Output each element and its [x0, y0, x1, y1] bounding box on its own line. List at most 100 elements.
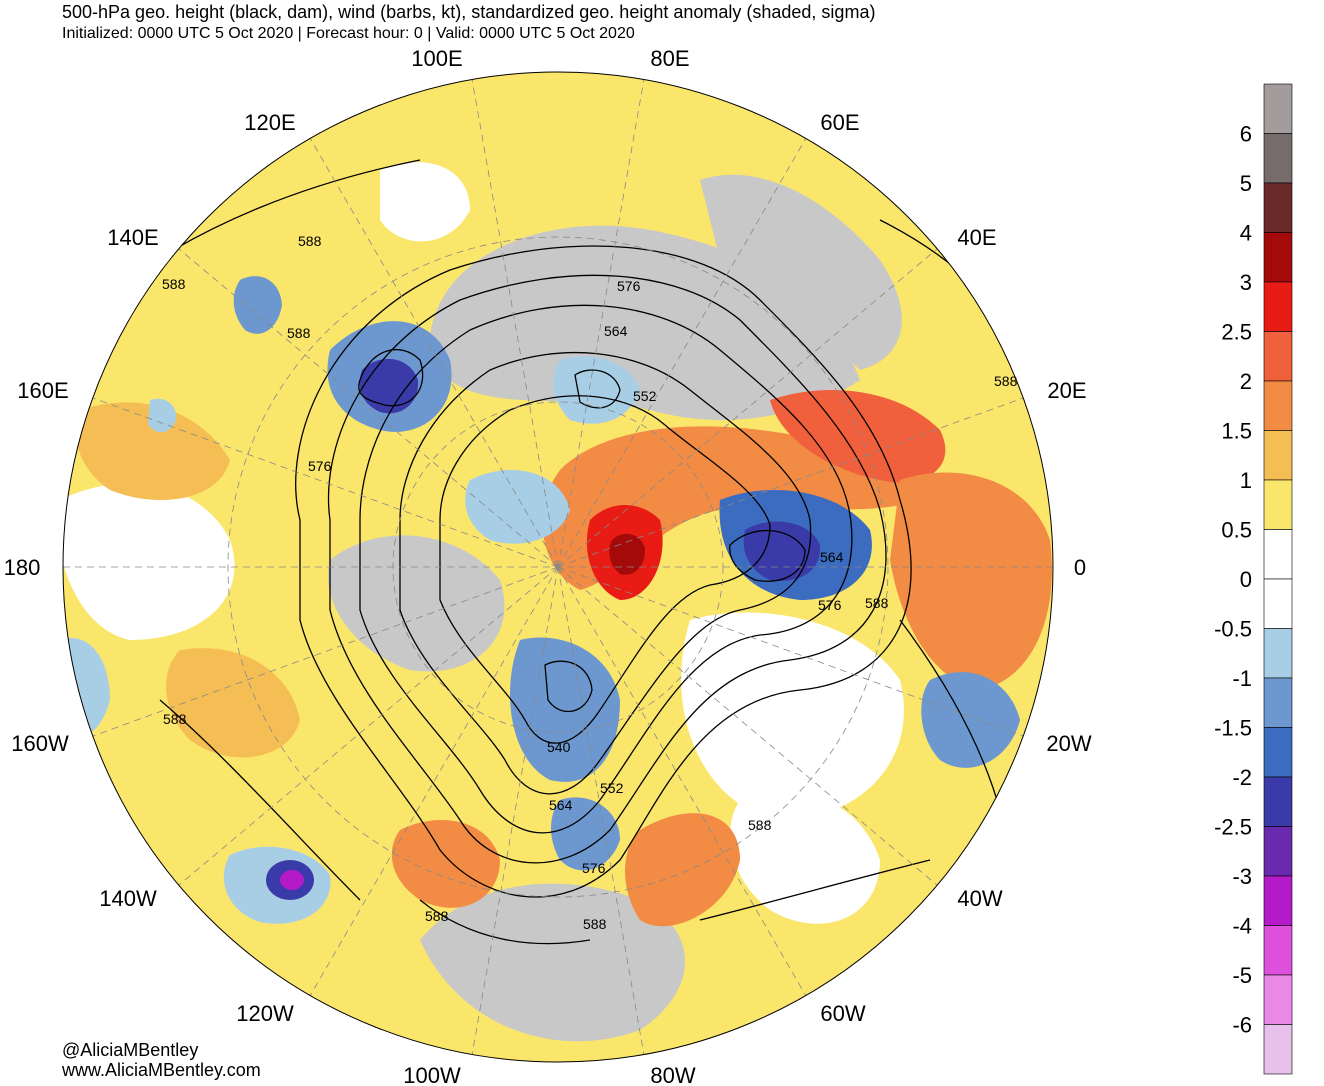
colorbar-swatch — [1263, 281, 1293, 332]
grey-region-central-america — [420, 883, 685, 1042]
contour-label: 576 — [582, 860, 606, 876]
contour-label: 564 — [604, 323, 628, 339]
map-border — [62, 71, 1054, 1063]
contour-label: 576 — [617, 278, 641, 294]
colorbar-label: 3 — [1240, 270, 1252, 295]
neutral-patch-west — [63, 483, 235, 640]
colorbar-swatch — [1263, 331, 1293, 382]
lon-label-20e: 20E — [1047, 378, 1086, 403]
lon-label-180: 180 — [4, 555, 41, 580]
contour-label: 576 — [308, 458, 332, 474]
colorbar-label: 1.5 — [1221, 419, 1252, 444]
height-contours — [99, 159, 1041, 945]
colorbar-swatch — [1263, 232, 1293, 283]
colorbar-label: 6 — [1240, 122, 1252, 147]
lon-label-120w: 120W — [236, 1001, 294, 1026]
credit-website: www.AliciaMBentley.com — [62, 1060, 261, 1080]
anomaly-high-east — [890, 472, 1052, 690]
colorbar-label: -1 — [1232, 666, 1252, 691]
lon-label-20w: 20W — [1046, 731, 1091, 756]
contour-label: 564 — [820, 549, 844, 565]
neutral-patch-north — [380, 162, 470, 242]
contour-label: 588 — [163, 711, 187, 727]
colorbar-swatches — [1263, 83, 1293, 1075]
lon-label-40w: 40W — [957, 886, 1002, 911]
colorbar-swatch — [1263, 826, 1293, 877]
chart-subtitle: Initialized: 0000 UTC 5 Oct 2020 | Forec… — [62, 25, 635, 42]
anomaly-low-east-asia-core — [359, 358, 419, 414]
contour-label: 540 — [547, 739, 571, 755]
colorbar-label: 4 — [1240, 221, 1252, 246]
anomaly-high-atlantic — [625, 813, 740, 927]
anomaly-low-north-pacific — [233, 276, 282, 334]
contour-label: 576 — [818, 597, 842, 613]
anomaly-low-pacific-cyclone-core — [280, 870, 304, 890]
lon-label-160w: 160W — [11, 731, 69, 756]
anomaly-low-atlantic-east — [921, 672, 1020, 768]
anomaly-low-great-lakes — [510, 637, 620, 782]
anomaly-low-small-west — [148, 398, 177, 433]
colorbar-swatch — [1263, 83, 1293, 134]
contour-label: 588 — [748, 817, 772, 833]
lon-label-120e: 120E — [244, 110, 295, 135]
contour-label: 588 — [425, 908, 449, 924]
colorbar-swatch — [1263, 677, 1293, 728]
lon-label-80w: 80W — [650, 1063, 695, 1086]
colorbar-label: 2.5 — [1221, 320, 1252, 345]
neutral-patch-atlantic — [681, 612, 904, 820]
lon-label-60w: 60W — [820, 1001, 865, 1026]
contour-label: 588 — [162, 276, 186, 292]
credit-handle: @AliciaMBentley — [62, 1040, 199, 1060]
colorbar-label: -2 — [1232, 765, 1252, 790]
lon-label-80e: 80E — [650, 46, 689, 71]
anomaly-low-hudson-bay — [465, 470, 570, 544]
colorbar-label: 2 — [1240, 369, 1252, 394]
colorbar-label: -2.5 — [1214, 815, 1252, 840]
colorbar-swatch — [1263, 974, 1293, 1025]
contour-label: 588 — [583, 916, 607, 932]
colorbar-label: -0.5 — [1214, 617, 1252, 642]
anomaly-high-pacific-south — [166, 648, 300, 758]
colorbar-label: -1.5 — [1214, 716, 1252, 741]
colorbar-label: -5 — [1232, 963, 1252, 988]
colorbar-swatch — [1263, 776, 1293, 827]
neutral-patch-midatlantic — [730, 792, 880, 924]
colorbar-swatch — [1263, 529, 1293, 580]
contour-label: 588 — [865, 595, 889, 611]
lon-label-40e: 40E — [957, 225, 996, 250]
colorbar: 6 5 4 3 2.5 2 1.5 1 0.5 0 -0.5 -1 -1.5 -2 -2.5 -3 -4 -5 -6 — [1214, 83, 1293, 1075]
lon-label-140e: 140E — [107, 225, 158, 250]
anomaly-high-europe — [770, 390, 946, 483]
grey-region-siberia — [700, 174, 902, 370]
chart-title: 500-hPa geo. height (black, dam), wind (… — [62, 2, 876, 22]
colorbar-label: 0.5 — [1221, 518, 1252, 543]
contour-label: 588 — [287, 325, 311, 341]
colorbar-label: -3 — [1232, 864, 1252, 889]
map-disc — [63, 72, 1053, 1062]
colorbar-swatch — [1263, 430, 1293, 481]
colorbar-swatch — [1263, 1024, 1293, 1075]
contour-label: 552 — [633, 388, 657, 404]
graticule — [63, 78, 1053, 1056]
colorbar-swatch — [1263, 133, 1293, 184]
anomaly-high-greenland-core — [609, 533, 646, 575]
colorbar-swatch — [1263, 578, 1293, 629]
lon-label-100w: 100W — [403, 1063, 461, 1086]
lon-label-60e: 60E — [820, 110, 859, 135]
lon-label-140w: 140W — [99, 886, 157, 911]
colorbar-label: 1 — [1240, 468, 1252, 493]
contour-label: 588 — [994, 373, 1018, 389]
colorbar-label: -4 — [1232, 914, 1252, 939]
longitude-labels: 100E 80E 120E 60E 140E 40E 160E 20E 180 … — [4, 46, 1092, 1086]
colorbar-swatch — [1263, 875, 1293, 926]
colorbar-label: 5 — [1240, 171, 1252, 196]
colorbar-swatch — [1263, 925, 1293, 976]
colorbar-swatch — [1263, 628, 1293, 679]
anomaly-high-pacific — [76, 402, 230, 500]
contour-label: 564 — [549, 797, 573, 813]
colorbar-label: 0 — [1240, 567, 1252, 592]
colorbar-label: -6 — [1232, 1013, 1252, 1038]
colorbar-labels: 6 5 4 3 2.5 2 1.5 1 0.5 0 -0.5 -1 -1.5 -2 -2.5 -3 -4 -5 -6 — [1214, 122, 1252, 1038]
contour-label: 588 — [298, 233, 322, 249]
